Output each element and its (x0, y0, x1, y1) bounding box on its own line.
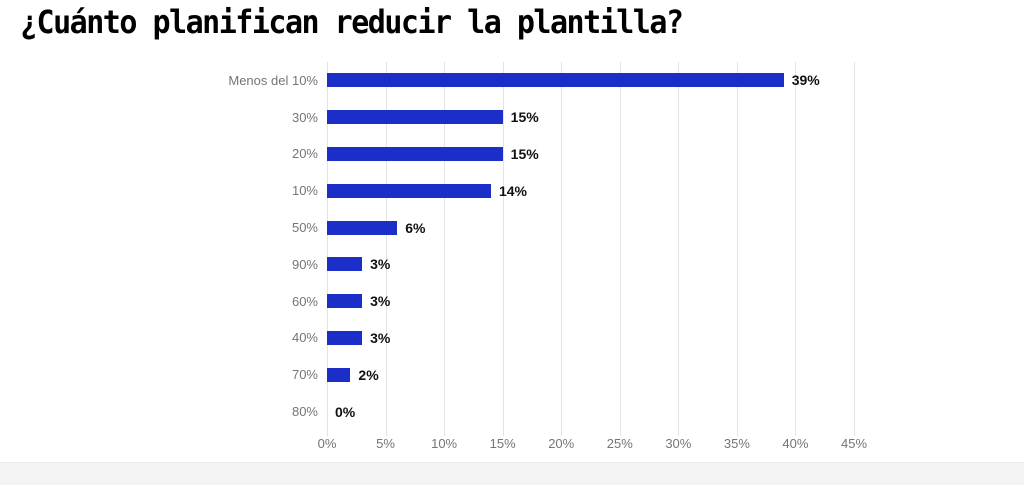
bar (327, 73, 784, 88)
value-label: 15% (510, 109, 539, 126)
footer-strip (0, 462, 1024, 485)
value-label: 6% (405, 219, 426, 236)
x-tick-label: 45% (840, 436, 868, 451)
value-label: 2% (358, 366, 379, 383)
value-label: 3% (370, 329, 391, 346)
category-label: 90% (291, 256, 318, 272)
category-label: 20% (291, 146, 318, 162)
bar-row: 50% 6% (0, 209, 1024, 246)
category-label: 80% (291, 404, 318, 420)
value-label: 14% (498, 182, 527, 199)
bar (327, 146, 503, 161)
x-tick-label: 35% (723, 436, 750, 451)
bar-track: 3% (327, 320, 1024, 357)
category-label: 30% (291, 109, 318, 125)
chart-title: ¿Cuánto planifican reducir la plantilla? (20, 4, 684, 42)
category-label: Menos del 10% (228, 72, 318, 88)
value-label: 15% (510, 145, 539, 162)
value-label: 3% (370, 293, 391, 310)
bar-track: 3% (327, 246, 1024, 283)
bar-track: 6% (327, 209, 1024, 246)
bar-row: 30% 15% (0, 99, 1024, 136)
bar (327, 183, 491, 198)
bar-track: 15% (327, 136, 1024, 173)
bar (327, 110, 503, 125)
value-label: 0% (335, 403, 356, 420)
x-tick-label: 5% (376, 436, 395, 451)
bar-row: 90% 3% (0, 246, 1024, 283)
value-label: 39% (791, 72, 820, 89)
bar (327, 367, 351, 382)
bar-row: 70% 2% (0, 356, 1024, 393)
bar (327, 294, 363, 309)
bar-track: 0% (327, 393, 1024, 430)
x-tick-label: 15% (489, 436, 516, 451)
category-label: 50% (291, 220, 318, 236)
bar (327, 257, 363, 272)
bar-row: 10% 14% (0, 172, 1024, 209)
bar-track: 14% (327, 172, 1024, 209)
bar-track: 15% (327, 99, 1024, 136)
bar-row: 60% 3% (0, 283, 1024, 320)
x-tick-label: 10% (431, 436, 458, 451)
bar-row: 80% 0% (0, 393, 1024, 430)
bar-row: 20% 15% (0, 136, 1024, 173)
bar-track: 39% (327, 62, 1024, 99)
x-tick-label: 30% (665, 436, 692, 451)
value-label: 3% (370, 256, 391, 273)
bar-track: 2% (327, 356, 1024, 393)
bar (327, 220, 398, 235)
x-tick-label: 0% (317, 436, 337, 451)
bar-rows: Menos del 10% 39% 30% 15% 20% 15% 10% 14% 50% 6% 9… (0, 62, 1024, 430)
category-label: 40% (291, 330, 318, 346)
x-tick-label: 20% (548, 436, 575, 451)
x-tick-label: 25% (606, 436, 633, 451)
x-tick-label: 40% (782, 436, 809, 451)
bar-row: Menos del 10% 39% (0, 62, 1024, 99)
bar (327, 330, 363, 345)
bar-chart: Menos del 10% 39% 30% 15% 20% 15% 10% 14% 50% 6% 9… (0, 62, 1024, 436)
bar-track: 3% (327, 283, 1024, 320)
category-label: 60% (291, 293, 318, 309)
x-axis: 0% 5% 10% 15% 20% 25% 30% 35% 40% 45% (0, 436, 1024, 454)
bar-row: 40% 3% (0, 320, 1024, 357)
category-label: 10% (291, 183, 318, 199)
category-label: 70% (291, 367, 318, 383)
